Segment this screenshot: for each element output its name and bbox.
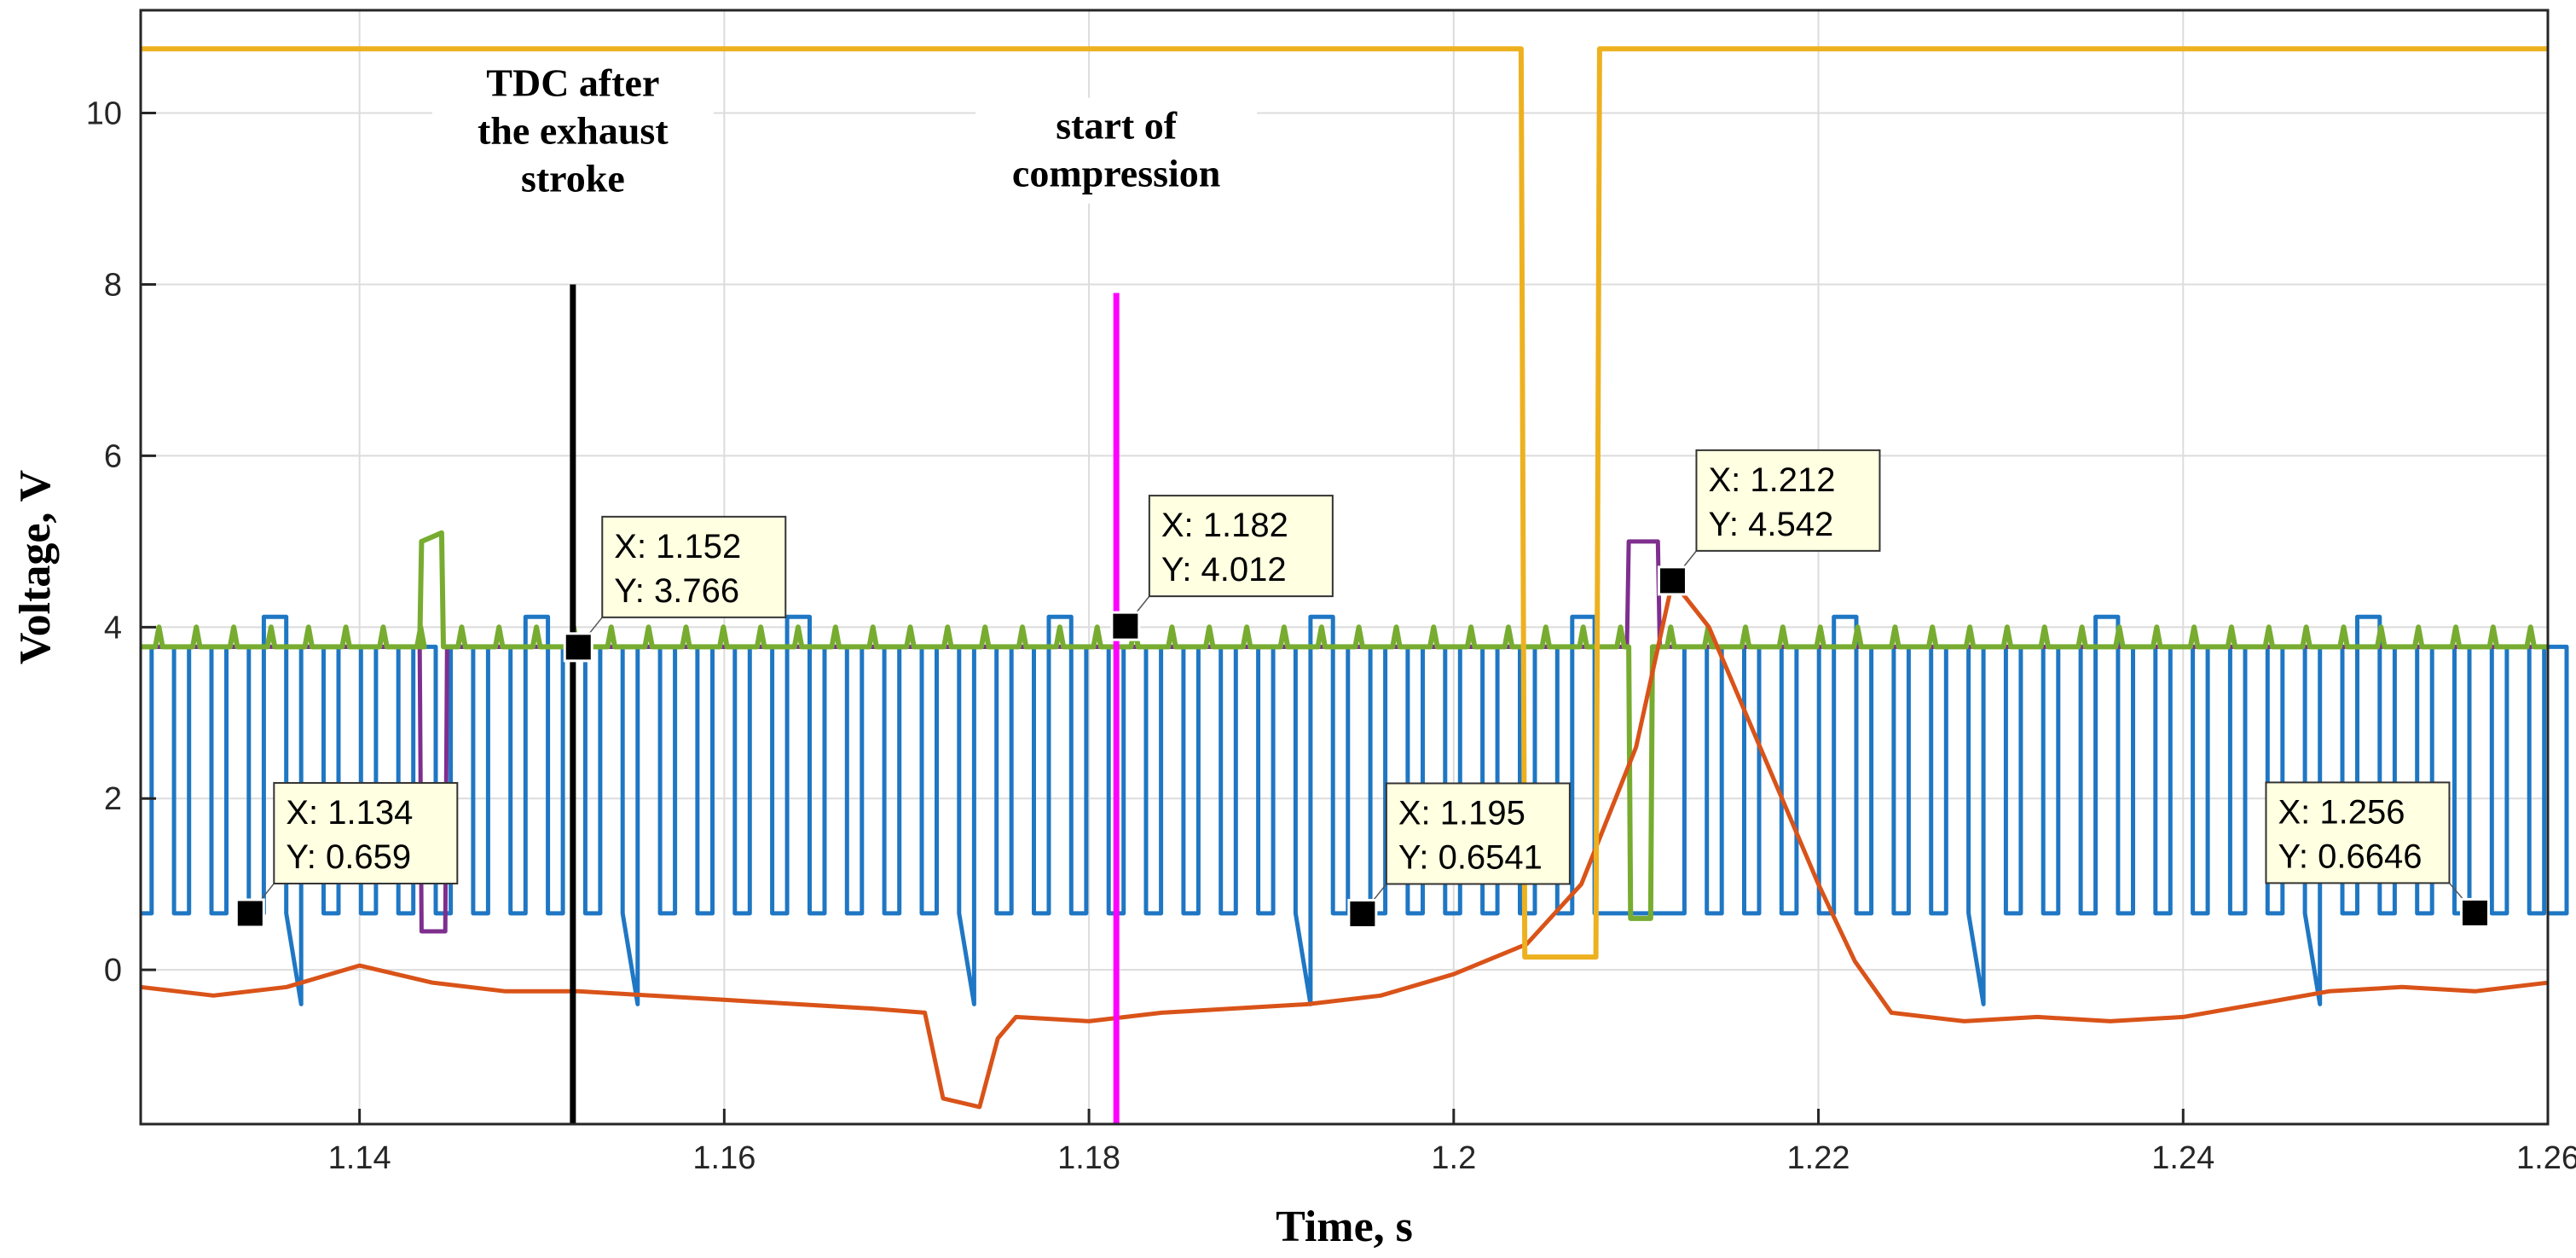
axis-ticks: 1.14 1.16 1.18 1.2 1.22 1.24 1.26 0 2 4 6 8 10: [86, 96, 2576, 1176]
y-axis-label: Voltage, V: [11, 470, 60, 664]
datatip-y-text: Y: 4.012: [1161, 551, 1287, 588]
datatip-x-text: X: 1.134: [286, 794, 413, 832]
x-tick-label: 1.26: [2516, 1140, 2576, 1176]
datatip-marker[interactable]: [234, 898, 265, 929]
datatip-box[interactable]: [1695, 449, 1881, 552]
y-tick-label: 2: [104, 781, 122, 817]
datatip-x-text: X: 1.256: [2278, 793, 2405, 831]
annotation-background: [975, 97, 1258, 204]
annotation-text: the exhaust: [478, 108, 669, 152]
y-tick-label: 10: [86, 96, 122, 132]
y-tick-label: 6: [104, 438, 122, 474]
grid-lines: [141, 10, 2549, 1124]
cam-sensor-line: [141, 530, 2548, 921]
datatip-marker[interactable]: [1110, 611, 1141, 641]
x-tick-label: 1.16: [692, 1140, 755, 1176]
annotation-text: TDC after: [486, 61, 659, 104]
datatips: X: 1.134 Y: 0.659 X: 1.152 Y: 3.766 X: 1.182…: [234, 449, 2490, 929]
datatip-y-text: Y: 3.766: [614, 572, 739, 610]
annotation-text: start of: [1056, 104, 1177, 148]
injector-signal-line: [141, 46, 2548, 960]
plot-frame: [139, 9, 2550, 1126]
datatip-marker[interactable]: [1347, 898, 1378, 929]
datatip-marker[interactable]: [1657, 565, 1687, 596]
annotation-background: [431, 55, 714, 209]
datatip-box[interactable]: [2265, 781, 2451, 884]
datatip-box[interactable]: [1148, 495, 1334, 598]
datatip-x-text: X: 1.195: [1398, 794, 1525, 832]
x-axis-label: Time, s: [1276, 1203, 1413, 1251]
datatip-y-text: Y: 0.6541: [1398, 838, 1543, 876]
y-tick-label: 4: [104, 610, 122, 646]
annotation-text: stroke: [521, 156, 625, 200]
x-tick-label: 1.2: [1431, 1140, 1476, 1176]
x-tick-label: 1.24: [2151, 1140, 2214, 1176]
datatip-y-text: Y: 0.659: [286, 838, 411, 876]
vertical-markers: [570, 284, 1120, 1124]
datatip-x-text: X: 1.152: [614, 528, 741, 565]
datatip-x-text: X: 1.182: [1161, 507, 1288, 544]
datatip-x-text: X: 1.212: [1708, 461, 1835, 499]
datatip-marker[interactable]: [563, 632, 593, 663]
x-tick-label: 1.18: [1057, 1140, 1120, 1176]
x-tick-label: 1.22: [1787, 1140, 1850, 1176]
datatip-box[interactable]: [1385, 782, 1571, 885]
y-tick-label: 8: [104, 267, 122, 303]
datatip-box[interactable]: [273, 781, 459, 884]
annotation-text: compression: [1012, 152, 1221, 195]
x-tick-label: 1.14: [328, 1140, 391, 1176]
datatip-marker[interactable]: [2459, 897, 2490, 928]
datatip-y-text: Y: 0.6646: [2278, 838, 2422, 875]
datatip-y-text: Y: 4.542: [1708, 506, 1833, 543]
datatip-box[interactable]: [601, 515, 787, 618]
pressure-sensor-line: [140, 578, 2549, 1110]
y-tick-label: 0: [104, 953, 122, 988]
